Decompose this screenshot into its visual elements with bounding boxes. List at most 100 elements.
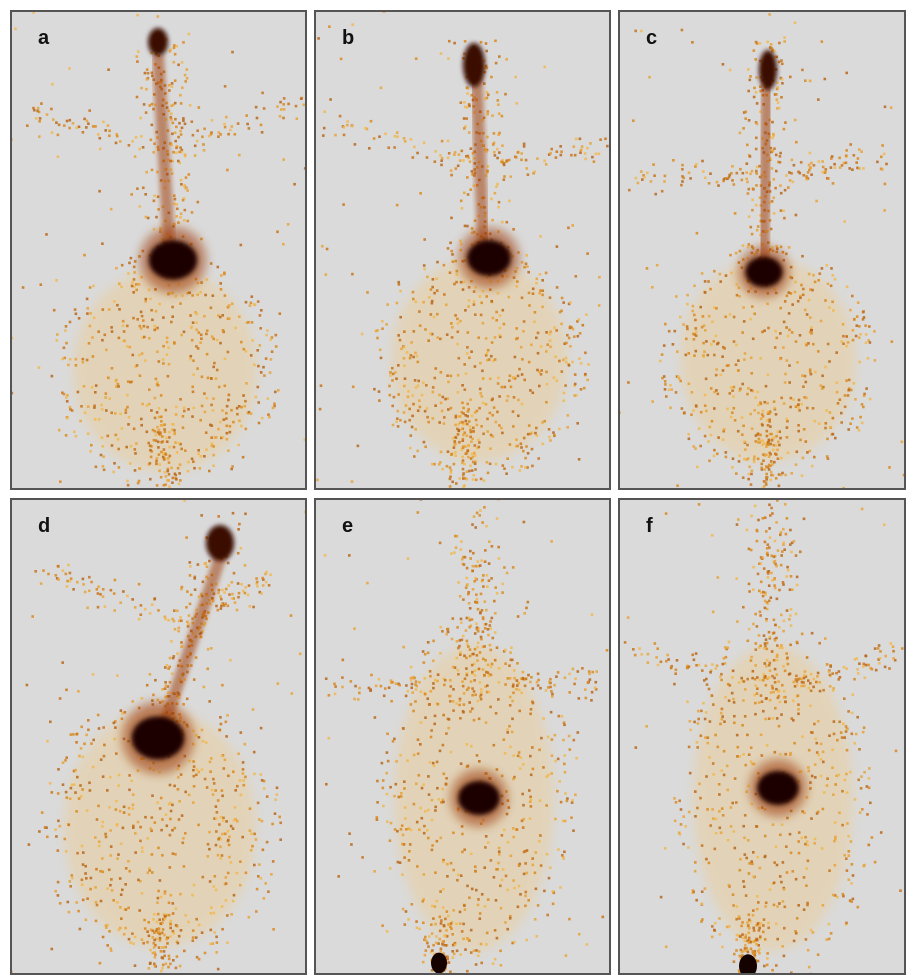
count-dot [707,354,710,357]
count-dot [474,462,477,465]
count-dot [172,930,175,933]
count-dot [95,466,98,469]
count-dot [558,715,561,718]
count-dot [891,340,894,343]
count-dot [69,580,72,583]
count-dot [169,935,172,938]
count-dot [756,166,759,169]
count-dot [695,334,698,337]
count-dot [221,755,224,758]
count-dot [447,915,450,918]
count-dot [396,830,399,833]
count-dot [522,826,525,829]
count-dot [192,769,195,772]
count-dot [441,157,444,160]
count-dot [780,457,783,460]
count-dot [98,727,101,730]
count-dot [751,470,754,473]
count-dot [774,587,777,590]
count-dot [519,756,522,759]
count-dot [770,572,773,575]
count-dot [780,881,783,884]
count-dot [764,401,767,404]
count-dot [491,663,494,666]
count-dot [774,330,777,333]
count-dot [173,44,176,47]
count-dot [149,612,152,615]
count-dot [764,541,767,544]
count-dot [529,817,532,820]
count-dot [476,598,479,601]
count-dot [411,683,414,686]
count-dot [525,445,528,448]
count-dot [434,871,437,874]
count-dot [482,433,485,436]
count-dot [732,670,735,673]
count-dot [469,425,472,428]
count-dot [436,289,439,292]
count-dot [100,758,103,761]
count-dot [234,133,237,136]
count-dot [268,584,271,587]
count-dot [797,404,800,407]
count-dot [509,375,512,378]
count-dot [127,272,130,275]
count-dot [512,566,515,569]
count-dot [238,592,241,595]
count-dot [162,316,165,319]
count-dot [451,336,454,339]
count-dot [184,209,187,212]
count-dot [463,281,466,284]
count-dot [394,135,397,138]
count-dot [155,310,158,313]
count-dot [568,918,571,921]
count-dot [82,863,85,866]
count-dot [427,945,430,948]
count-dot [171,82,174,85]
count-dot [220,723,223,726]
count-dot [726,408,729,411]
count-dot [76,852,79,855]
count-dot [494,958,497,961]
count-dot [534,432,537,435]
count-dot [161,435,164,438]
count-dot [196,129,199,132]
count-dot [504,649,507,652]
count-dot [195,345,198,348]
count-dot [696,746,699,749]
count-dot [546,343,549,346]
count-dot [648,76,651,79]
count-dot [423,873,426,876]
count-dot [447,727,450,730]
count-dot [473,949,476,952]
count-dot [854,398,857,401]
count-dot [539,289,542,292]
count-dot [459,717,462,720]
count-dot [146,78,149,81]
count-dot [168,110,171,113]
count-dot [809,370,812,373]
count-dot [171,133,174,136]
count-dot [705,858,708,861]
count-dot [125,908,128,911]
count-dot [859,416,862,419]
count-dot [147,72,150,75]
count-dot [520,443,523,446]
count-dot [556,245,559,248]
count-dot [428,793,431,796]
count-dot [783,36,786,39]
count-dot [407,390,410,393]
count-dot [154,821,157,824]
count-dot [210,133,213,136]
count-dot [890,106,893,109]
count-dot [442,861,445,864]
count-dot [537,673,540,676]
count-dot [810,332,813,335]
count-dot [586,379,589,382]
count-dot [255,910,258,913]
count-dot [348,832,351,835]
count-dot [125,446,128,449]
count-dot [133,428,136,431]
count-dot [591,691,594,694]
count-dot [81,879,84,882]
